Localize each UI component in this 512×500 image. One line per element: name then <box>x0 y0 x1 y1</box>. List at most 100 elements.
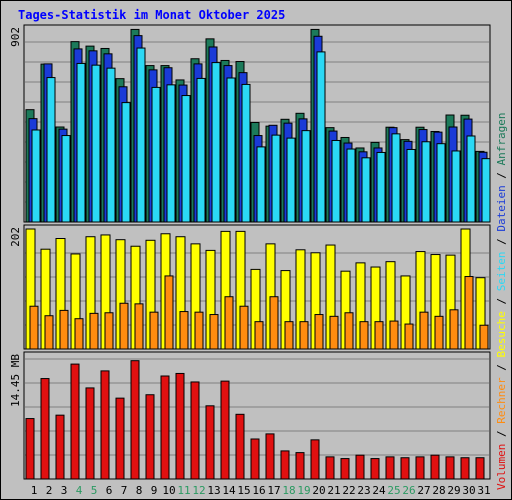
bar-rechner-day-18 <box>284 321 294 350</box>
bar-volumen-day-15 <box>235 413 245 480</box>
bar-volumen-day-27 <box>415 456 425 480</box>
bar-rechner-day-10 <box>164 275 174 350</box>
bar-rechner-day-30 <box>464 276 474 350</box>
bar-rechner-day-3 <box>59 309 69 350</box>
bar-volumen-day-19 <box>295 452 305 480</box>
bar-volumen-day-2 <box>40 378 50 480</box>
x-tick-label-day-9: 9 <box>151 484 158 497</box>
x-tick-label-day-18: 18 <box>282 484 295 497</box>
bar-seiten-day-6 <box>106 67 116 223</box>
x-tick-label-day-17: 17 <box>267 484 280 497</box>
bar-volumen-day-23 <box>355 454 365 480</box>
bar-rechner-day-28 <box>434 315 444 350</box>
bar-seiten-day-5 <box>91 64 101 223</box>
legend-separator: / <box>495 232 508 252</box>
x-tick-label-day-24: 24 <box>372 484 386 497</box>
bar-rechner-day-19 <box>299 321 309 350</box>
bar-rechner-day-4 <box>74 318 84 350</box>
x-tick-label-day-31: 31 <box>477 484 490 497</box>
x-tick-label-day-11: 11 <box>177 484 190 497</box>
bar-volumen-day-7 <box>115 397 125 480</box>
x-tick-label-day-12: 12 <box>192 484 205 497</box>
x-tick-label-day-26: 26 <box>402 484 415 497</box>
x-tick-label-day-20: 20 <box>312 484 325 497</box>
x-tick-label-day-4: 4 <box>76 484 83 497</box>
bar-seiten-day-17 <box>271 134 281 223</box>
bar-seiten-day-2 <box>46 77 56 223</box>
bar-seiten-day-18 <box>286 137 296 223</box>
bar-rechner-day-17 <box>269 296 279 350</box>
legend-separator: / <box>495 358 508 378</box>
bar-volumen-day-31 <box>475 457 485 480</box>
bar-rechner-day-27 <box>419 311 429 350</box>
x-tick-label-day-28: 28 <box>432 484 445 497</box>
bar-seiten-day-30 <box>466 135 476 223</box>
bar-volumen-day-8 <box>130 360 140 480</box>
bar-volumen-day-20 <box>310 439 320 480</box>
bar-rechner-day-31 <box>479 324 489 350</box>
x-tick-label-day-27: 27 <box>417 484 430 497</box>
x-tick-label-day-13: 13 <box>207 484 220 497</box>
bar-rechner-day-13 <box>209 314 219 350</box>
bar-seiten-day-8 <box>136 47 146 223</box>
legend: Volumen / Rechner / Besuche / Seiten / D… <box>495 112 508 490</box>
bar-seiten-day-11 <box>181 95 191 223</box>
x-tick-label-day-21: 21 <box>327 484 340 497</box>
bar-volumen-day-28 <box>430 454 440 480</box>
bar-volumen-day-10 <box>160 375 170 480</box>
x-tick-label-day-1: 1 <box>31 484 38 497</box>
bar-volumen-day-17 <box>265 433 275 480</box>
bar-seiten-day-10 <box>166 84 176 223</box>
bar-seiten-day-9 <box>151 86 161 223</box>
bar-rechner-day-1 <box>29 305 39 350</box>
bar-seiten-day-16 <box>256 146 266 223</box>
bar-rechner-day-6 <box>104 312 114 350</box>
legend-separator: / <box>495 291 508 311</box>
x-tick-label-day-16: 16 <box>252 484 265 497</box>
bar-rechner-day-21 <box>329 315 339 350</box>
x-tick-label-day-19: 19 <box>297 484 310 497</box>
bar-rechner-day-14 <box>224 296 234 350</box>
bar-seiten-day-4 <box>76 62 86 223</box>
legend-separator: / <box>495 165 508 185</box>
x-tick-label-day-22: 22 <box>342 484 355 497</box>
bar-volumen-day-24 <box>370 458 380 480</box>
x-tick-label-day-6: 6 <box>106 484 113 497</box>
bar-seiten-day-15 <box>241 83 251 223</box>
bar-seiten-day-23 <box>361 157 371 223</box>
bar-seiten-day-31 <box>481 158 491 223</box>
bar-volumen-day-12 <box>190 381 200 480</box>
bar-rechner-day-11 <box>179 311 189 350</box>
x-tick-label-day-3: 3 <box>61 484 68 497</box>
legend-item-rechner: Rechner <box>495 377 508 424</box>
bar-volumen-day-18 <box>280 450 290 480</box>
bar-volumen-day-22 <box>340 458 350 480</box>
x-tick-label-day-8: 8 <box>136 484 143 497</box>
bar-rechner-day-16 <box>254 321 264 350</box>
bar-rechner-day-22 <box>344 312 354 350</box>
bar-seiten-day-24 <box>376 151 386 223</box>
legend-item-besuche: Besuche <box>495 311 508 357</box>
bar-seiten-day-20 <box>316 51 326 223</box>
bar-seiten-day-19 <box>301 130 311 223</box>
bar-seiten-day-12 <box>196 77 206 223</box>
bar-volumen-day-4 <box>70 363 80 480</box>
bar-rechner-day-2 <box>44 315 54 350</box>
bar-seiten-day-26 <box>406 148 416 223</box>
x-tick-label-day-5: 5 <box>91 484 98 497</box>
legend-item-anfragen: Anfragen <box>495 112 508 165</box>
y-axis-label-middle: 202 <box>9 227 22 247</box>
bar-seiten-day-29 <box>451 150 461 223</box>
x-tick-label-day-7: 7 <box>121 484 128 497</box>
bar-volumen-day-26 <box>400 457 410 480</box>
x-tick-label-day-23: 23 <box>357 484 370 497</box>
bar-volumen-day-16 <box>250 438 260 480</box>
bar-seiten-day-3 <box>61 135 71 223</box>
bar-volumen-day-6 <box>100 370 110 480</box>
bar-rechner-day-23 <box>359 321 369 350</box>
bar-rechner-day-12 <box>194 311 204 350</box>
bar-volumen-day-13 <box>205 405 215 480</box>
bar-seiten-day-22 <box>346 148 356 223</box>
bar-rechner-day-7 <box>119 302 129 350</box>
